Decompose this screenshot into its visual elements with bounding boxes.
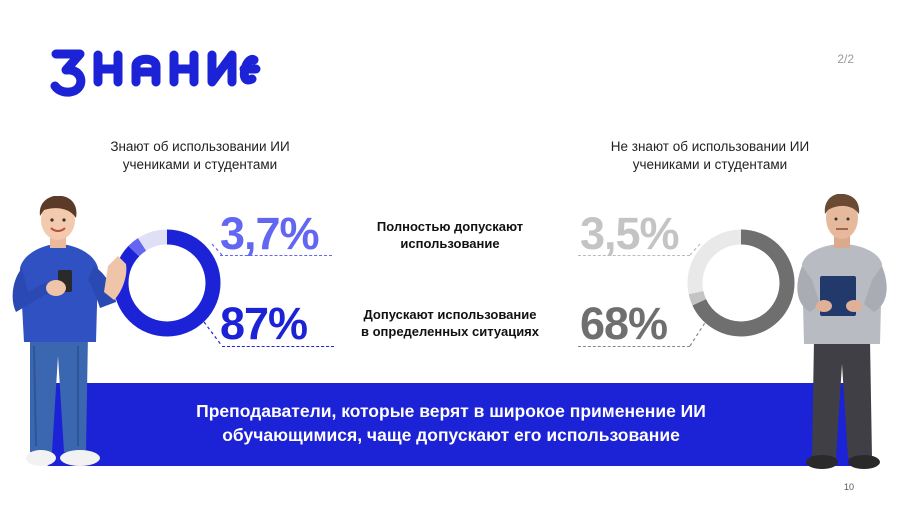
group-title-unaware: Не знают об использовании ИИ учениками и… <box>590 138 830 174</box>
category-label-full-line1: Полностью допускают <box>376 219 524 234</box>
percent-unaware-full: 3,5% <box>580 208 680 259</box>
conclusion-line2: обучающимися, чаще допускают его использ… <box>222 425 680 445</box>
group-title-unaware-line2: учениками и студентами <box>632 157 788 172</box>
category-label-partial-line2: в определенных ситуациях <box>360 324 539 339</box>
conclusion-line1: Преподаватели, которые верят в широкое п… <box>196 401 706 421</box>
group-title-aware: Знают об использовании ИИ учениками и ст… <box>80 138 320 174</box>
percent-aware-partial: 87% <box>220 298 308 349</box>
teacher-illustration <box>797 194 887 469</box>
conclusion-text: Преподаватели, которые верят в широкое п… <box>47 399 855 447</box>
slide-number: 10 <box>843 482 854 492</box>
dash-underline-unaware-full <box>578 255 690 256</box>
dash-underline-aware-partial <box>222 346 334 347</box>
donut-chart-unaware <box>687 229 795 337</box>
group-title-unaware-line1: Не знают об использовании ИИ <box>610 139 810 154</box>
category-label-partial: Допускают использование в определенных с… <box>350 306 550 340</box>
category-label-full: Полностью допускают использование <box>350 218 550 252</box>
group-title-aware-line2: учениками и студентами <box>122 157 278 172</box>
dash-underline-unaware-partial <box>578 346 690 347</box>
page-indicator: 2/2 <box>837 52 854 66</box>
group-title-aware-line1: Знают об использовании ИИ <box>110 139 290 154</box>
category-label-partial-line1: Допускают использование <box>363 307 537 322</box>
student-illustration <box>12 196 127 466</box>
conclusion-banner: Преподаватели, которые верят в широкое п… <box>47 383 855 466</box>
znanie-logo <box>50 49 261 97</box>
category-label-full-line2: использование <box>400 236 500 251</box>
percent-aware-full: 3,7% <box>220 208 320 259</box>
donut-unaware-partial-slice <box>687 229 795 337</box>
dash-underline-aware-full <box>220 255 332 256</box>
percent-unaware-partial: 68% <box>580 298 668 349</box>
